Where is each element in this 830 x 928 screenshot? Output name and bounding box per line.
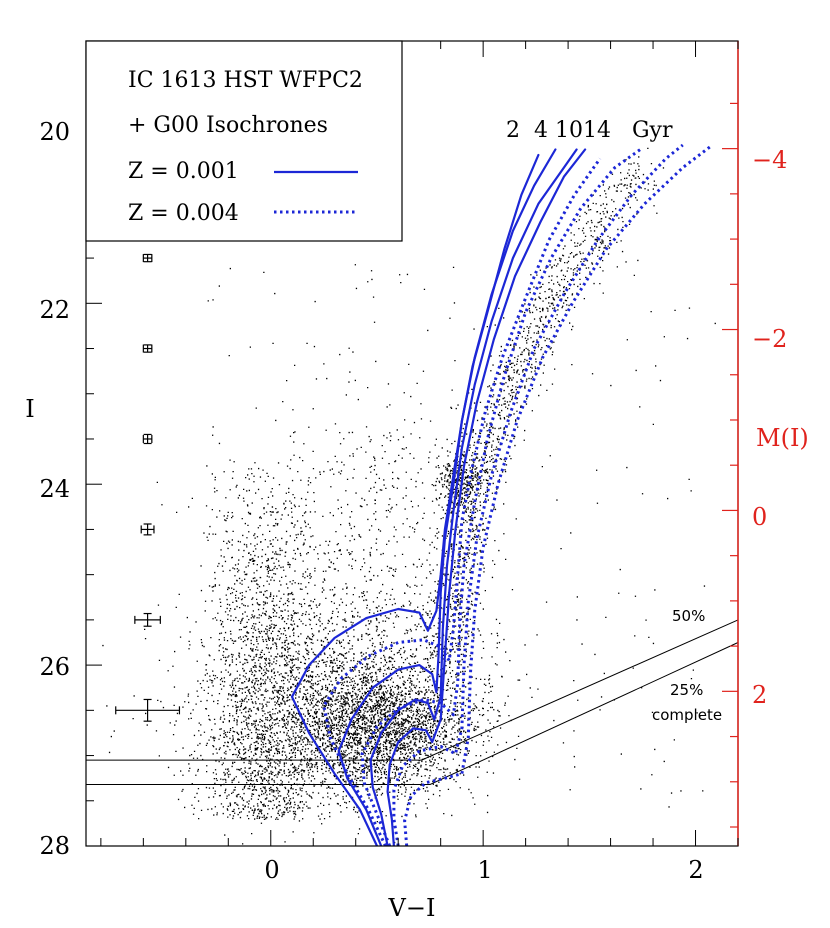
error-bar [115, 698, 181, 722]
y-tick-labels: 20 22 24 26 28 [39, 118, 70, 860]
right-tick-labels: −4 −2 0 2 [752, 146, 787, 709]
right-tick-label: 2 [752, 681, 767, 709]
isochrone-dotted-line [360, 148, 642, 846]
error-bar [140, 523, 155, 536]
right-tick-label: 0 [752, 503, 767, 531]
y-tick-label: 24 [39, 475, 70, 503]
y-axis-title: I [25, 395, 34, 423]
error-bar [134, 612, 161, 627]
legend: IC 1613 HST WFPC2 + G00 Isochrones Z = 0… [85, 40, 403, 242]
isochrone-ages-label: 2 4 1014 Gyr [506, 118, 673, 143]
completeness-lines [86, 619, 739, 785]
legend-subtitle: + G00 Isochrones [128, 113, 328, 138]
completeness-complete-label: complete [652, 706, 722, 724]
right-tick-label: −4 [752, 146, 787, 174]
isochrone-solid-line [369, 148, 578, 846]
completeness-50-label: 50% [672, 607, 705, 625]
isochrone-dotted-line [322, 157, 602, 846]
isochrone-curves [290, 143, 714, 846]
error-bar [142, 253, 153, 263]
error-bars [115, 253, 181, 722]
right-tick-label: −2 [752, 325, 787, 353]
x-tick-label: 1 [477, 856, 492, 884]
y-tick-label: 26 [39, 653, 70, 681]
legend-title: IC 1613 HST WFPC2 [128, 68, 363, 93]
isochrone-dotted-line [392, 143, 684, 846]
isochrone-dotted-line [403, 143, 714, 846]
y-tick-label: 28 [39, 832, 70, 860]
completeness-25-label: 25% [670, 681, 703, 699]
error-bar [142, 433, 153, 445]
x-tick-label: 0 [264, 856, 279, 884]
error-bar [142, 344, 153, 353]
completeness-50-line [86, 619, 739, 761]
x-tick-label: 2 [688, 856, 703, 884]
x-axis-title: V−I [388, 894, 436, 922]
star-scatter-points [102, 147, 716, 845]
legend-box [85, 40, 403, 242]
legend-dotted-label: Z = 0.004 [128, 201, 239, 226]
isochrone-solid-line [337, 148, 557, 846]
y-tick-label: 20 [39, 118, 70, 146]
completeness-25-line [86, 642, 739, 785]
right-axis-title: M(I) [756, 424, 809, 452]
scatter-points [102, 147, 716, 845]
legend-solid-label: Z = 0.001 [128, 159, 239, 184]
y-tick-label: 22 [39, 296, 70, 324]
x-tick-labels: 0 1 2 [264, 856, 703, 884]
isochrone-solid-line [386, 148, 587, 846]
